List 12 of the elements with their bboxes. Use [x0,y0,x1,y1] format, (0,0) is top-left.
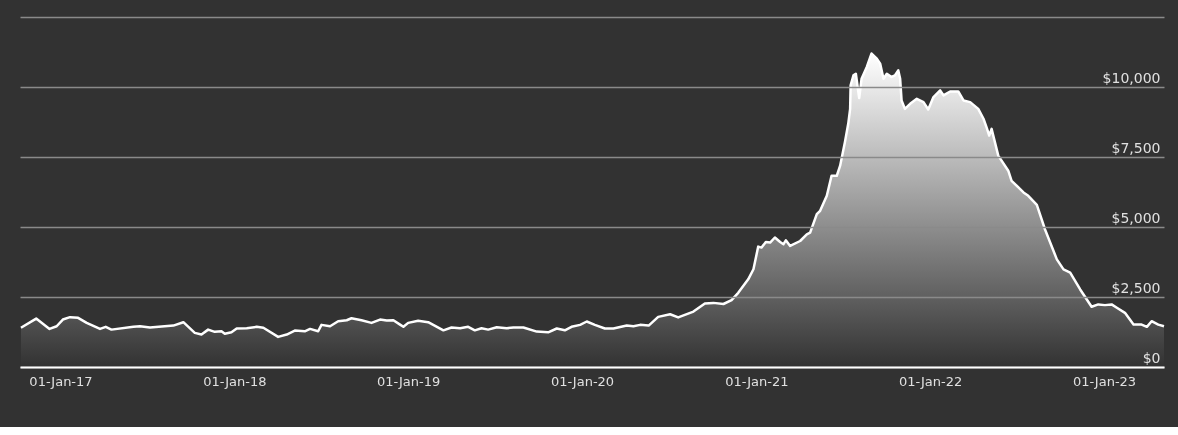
x-tick-label: 01-Jan-19 [377,373,441,389]
x-tick-label: 01-Jan-21 [725,373,789,389]
y-tick-label: $0 [1142,349,1161,366]
x-tick-label: 01-Jan-20 [550,373,615,389]
y-tick-label: $7,500 [1111,139,1161,156]
x-tick-label: 01-Jan-22 [899,373,963,389]
x-tick-label: 01-Jan-18 [203,373,267,389]
y-tick-label: $2,500 [1111,279,1161,296]
x-tick-label: 01-Jan-17 [29,373,93,389]
y-tick-label: $10,000 [1102,69,1161,86]
x-tick-label: 01-Jan-23 [1072,373,1137,389]
y-tick-label: $5,000 [1111,209,1161,226]
